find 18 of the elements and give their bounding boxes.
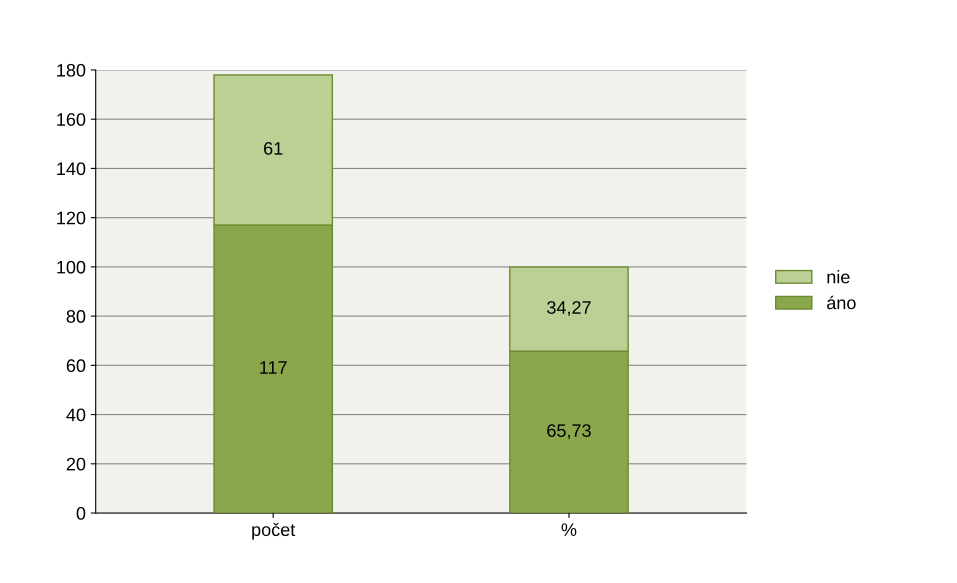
y-tick-label: 40 (66, 408, 86, 422)
y-tick-label: 60 (66, 359, 86, 372)
y-tick-label: 180 (57, 64, 86, 77)
y-tick-label: 0 (76, 506, 86, 520)
y-tick-label: 140 (57, 162, 86, 176)
x-tick-label: počet (252, 522, 296, 540)
data-label: 65,73 (547, 424, 591, 440)
y-tick-label: 20 (66, 458, 86, 471)
y-tick-label: 120 (57, 212, 86, 224)
y-tick-label: 100 (57, 260, 86, 274)
data-label: 34,27 (547, 301, 591, 316)
legend-label: áno (827, 296, 856, 310)
y-tick-label: 80 (66, 310, 86, 323)
legend-label: nie (827, 270, 850, 284)
x-tick-label: % (562, 523, 576, 536)
data-label: 117 (260, 361, 287, 374)
data-label: 61 (264, 142, 282, 155)
y-tick-label: 160 (57, 113, 86, 126)
